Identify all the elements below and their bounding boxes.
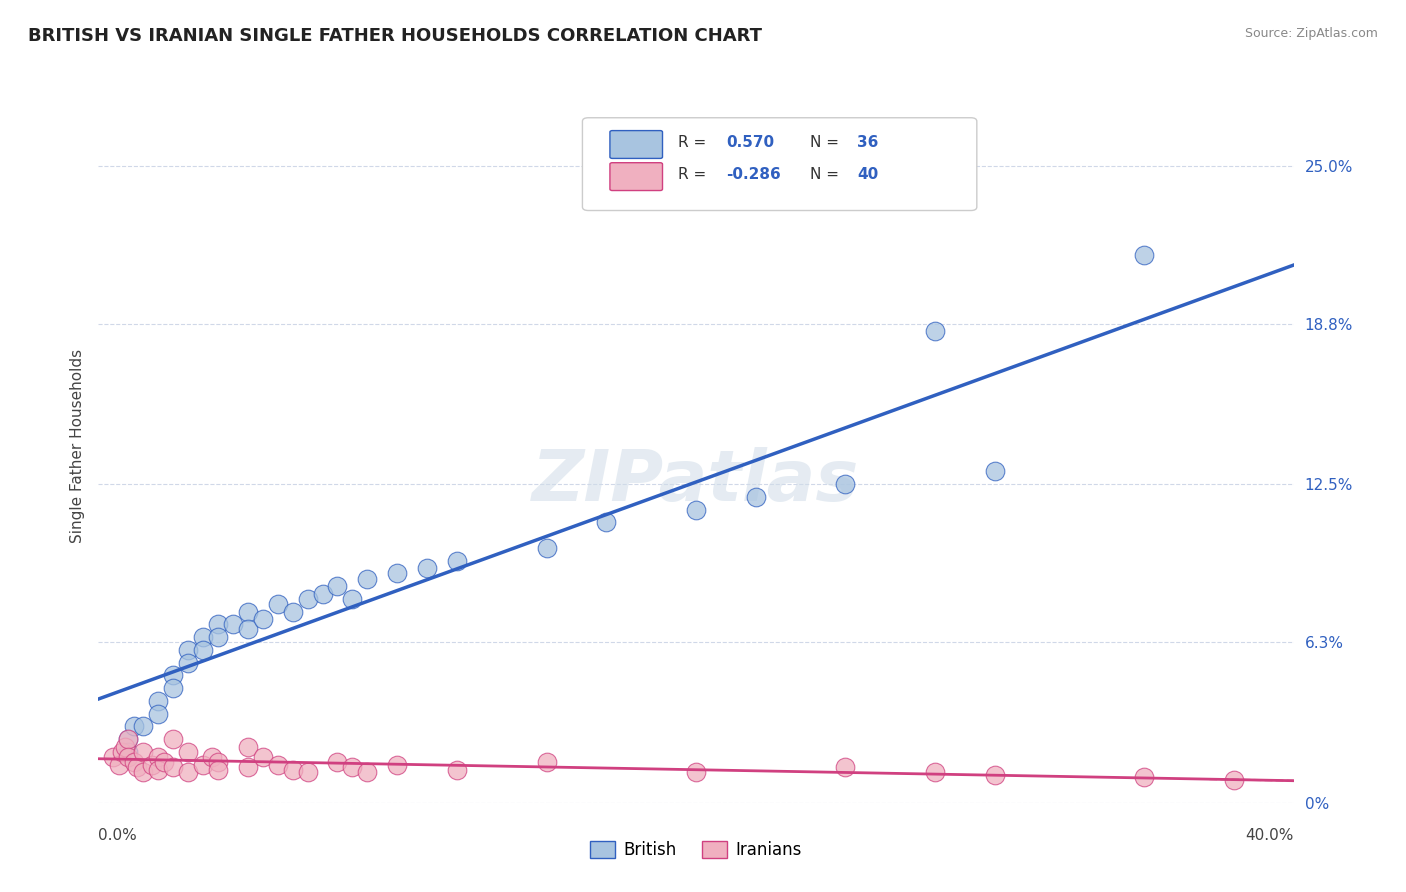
Point: [207, 630, 229, 644]
Text: R =: R =: [678, 136, 711, 150]
Point: [177, 765, 200, 780]
Point: [834, 477, 856, 491]
Point: [595, 516, 617, 530]
Point: [124, 755, 146, 769]
Text: BRITISH VS IRANIAN SINGLE FATHER HOUSEHOLDS CORRELATION CHART: BRITISH VS IRANIAN SINGLE FATHER HOUSEHO…: [28, 27, 762, 45]
Point: [132, 745, 155, 759]
Point: [236, 739, 259, 754]
Text: N =: N =: [810, 136, 844, 150]
FancyBboxPatch shape: [610, 130, 662, 159]
Point: [162, 681, 184, 695]
Point: [326, 755, 349, 769]
Point: [207, 763, 229, 777]
Point: [117, 745, 139, 759]
Text: 0.0%: 0.0%: [98, 828, 138, 843]
Point: [446, 554, 468, 568]
Point: [162, 732, 184, 747]
Point: [117, 732, 139, 747]
Point: [148, 750, 170, 764]
Point: [1133, 248, 1156, 262]
Text: N =: N =: [810, 168, 844, 182]
Point: [191, 757, 214, 772]
Point: [385, 566, 409, 581]
Point: [153, 755, 176, 769]
Point: [148, 694, 170, 708]
Point: [1133, 770, 1156, 784]
Point: [141, 757, 163, 772]
Point: [201, 750, 224, 764]
Point: [745, 490, 768, 504]
Point: [191, 643, 214, 657]
Point: [177, 656, 200, 670]
Point: [103, 750, 125, 764]
Text: -0.286: -0.286: [725, 168, 780, 182]
Text: Source: ZipAtlas.com: Source: ZipAtlas.com: [1244, 27, 1378, 40]
Point: [132, 765, 155, 780]
Point: [924, 765, 946, 780]
Point: [1223, 772, 1246, 787]
Point: [222, 617, 245, 632]
Point: [236, 623, 259, 637]
FancyBboxPatch shape: [610, 162, 662, 191]
Point: [252, 750, 274, 764]
Point: [685, 765, 707, 780]
Point: [536, 755, 558, 769]
Point: [252, 612, 274, 626]
Point: [108, 757, 131, 772]
Point: [177, 745, 200, 759]
Point: [117, 732, 139, 747]
Point: [984, 768, 1007, 782]
Point: [162, 760, 184, 774]
Text: ZIPatlas: ZIPatlas: [533, 447, 859, 516]
Y-axis label: Single Father Households: Single Father Households: [69, 349, 84, 543]
Point: [111, 745, 134, 759]
Point: [207, 617, 229, 632]
Point: [385, 757, 409, 772]
Point: [191, 630, 214, 644]
Point: [267, 757, 290, 772]
Point: [416, 561, 439, 575]
Text: 36: 36: [858, 136, 879, 150]
Point: [924, 324, 946, 338]
Point: [177, 643, 200, 657]
Point: [132, 719, 155, 733]
Point: [685, 502, 707, 516]
Point: [114, 739, 136, 754]
Point: [162, 668, 184, 682]
Point: [148, 706, 170, 721]
Point: [236, 760, 259, 774]
Point: [267, 597, 290, 611]
Point: [207, 755, 229, 769]
Point: [342, 760, 364, 774]
Point: [148, 763, 170, 777]
Point: [326, 579, 349, 593]
Point: [127, 760, 149, 774]
Point: [311, 587, 333, 601]
Legend: British, Iranians: British, Iranians: [583, 834, 808, 866]
Point: [124, 719, 146, 733]
Point: [281, 763, 304, 777]
Point: [446, 763, 468, 777]
Point: [117, 750, 139, 764]
Point: [297, 765, 319, 780]
Text: 0.570: 0.570: [725, 136, 773, 150]
Point: [834, 760, 856, 774]
Point: [281, 605, 304, 619]
Text: 40: 40: [858, 168, 879, 182]
Point: [356, 765, 378, 780]
FancyBboxPatch shape: [582, 118, 977, 211]
Point: [536, 541, 558, 555]
Point: [342, 591, 364, 606]
Point: [984, 465, 1007, 479]
Text: R =: R =: [678, 168, 711, 182]
Point: [297, 591, 319, 606]
Point: [236, 605, 259, 619]
Point: [356, 572, 378, 586]
Text: 40.0%: 40.0%: [1246, 828, 1294, 843]
